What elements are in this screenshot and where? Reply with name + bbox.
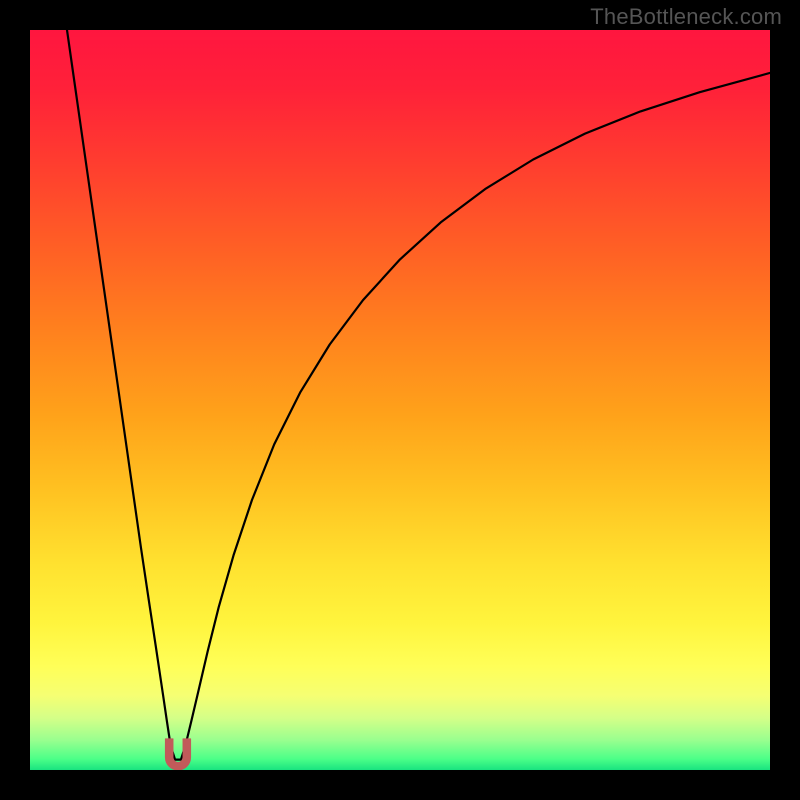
plot-area — [30, 30, 770, 770]
bottleneck-curve — [30, 30, 770, 770]
sweet-spot-marker — [165, 739, 190, 770]
watermark-text: TheBottleneck.com — [590, 4, 782, 30]
